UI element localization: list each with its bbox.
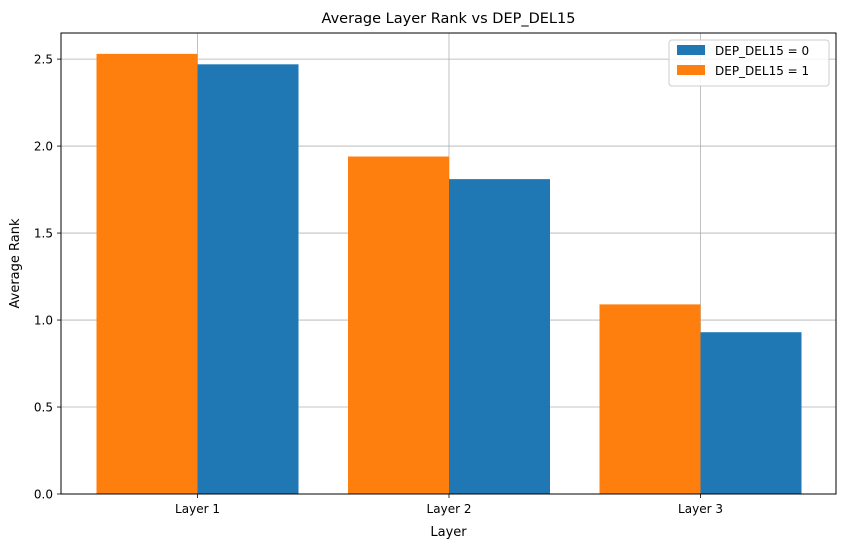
chart-title: Average Layer Rank vs DEP_DEL15 bbox=[322, 11, 576, 27]
legend-swatch-0 bbox=[677, 45, 705, 55]
legend-box bbox=[668, 39, 830, 87]
y-tick-label: 2.0 bbox=[34, 140, 53, 154]
legend-label-1: DEP_DEL15 = 1 bbox=[715, 64, 809, 78]
bar-series-1-0 bbox=[96, 53, 198, 494]
legend: DEP_DEL15 = 0 DEP_DEL15 = 1 bbox=[668, 39, 830, 87]
bar-series-0-0 bbox=[197, 64, 299, 495]
bar-series-0-1 bbox=[449, 179, 550, 494]
bar-series-1-2 bbox=[599, 304, 701, 494]
x-axis-label: Layer bbox=[430, 525, 467, 540]
legend-swatch-1 bbox=[677, 65, 705, 75]
x-tick-label: Layer 1 bbox=[175, 502, 220, 516]
bar-series-0-2 bbox=[700, 332, 802, 494]
y-tick-label: 1.5 bbox=[34, 227, 53, 241]
x-tick-label: Layer 2 bbox=[427, 502, 472, 516]
y-tick-label: 1.0 bbox=[34, 314, 53, 328]
axis-ticks: 0.0 0.5 1.0 1.5 2.0 2.5 Layer 1 Layer 2 Layer 3 bbox=[34, 53, 723, 516]
y-tick-label: 2.5 bbox=[34, 53, 53, 67]
legend-label-0: DEP_DEL15 = 0 bbox=[715, 44, 809, 58]
y-axis-label: Average Rank bbox=[8, 218, 23, 308]
x-tick-label: Layer 3 bbox=[678, 502, 723, 516]
y-tick-label: 0.0 bbox=[34, 488, 53, 502]
y-tick-label: 0.5 bbox=[34, 401, 53, 415]
bars bbox=[96, 53, 802, 495]
plot-frame bbox=[60, 32, 837, 495]
bar-series-1-1 bbox=[348, 156, 449, 494]
